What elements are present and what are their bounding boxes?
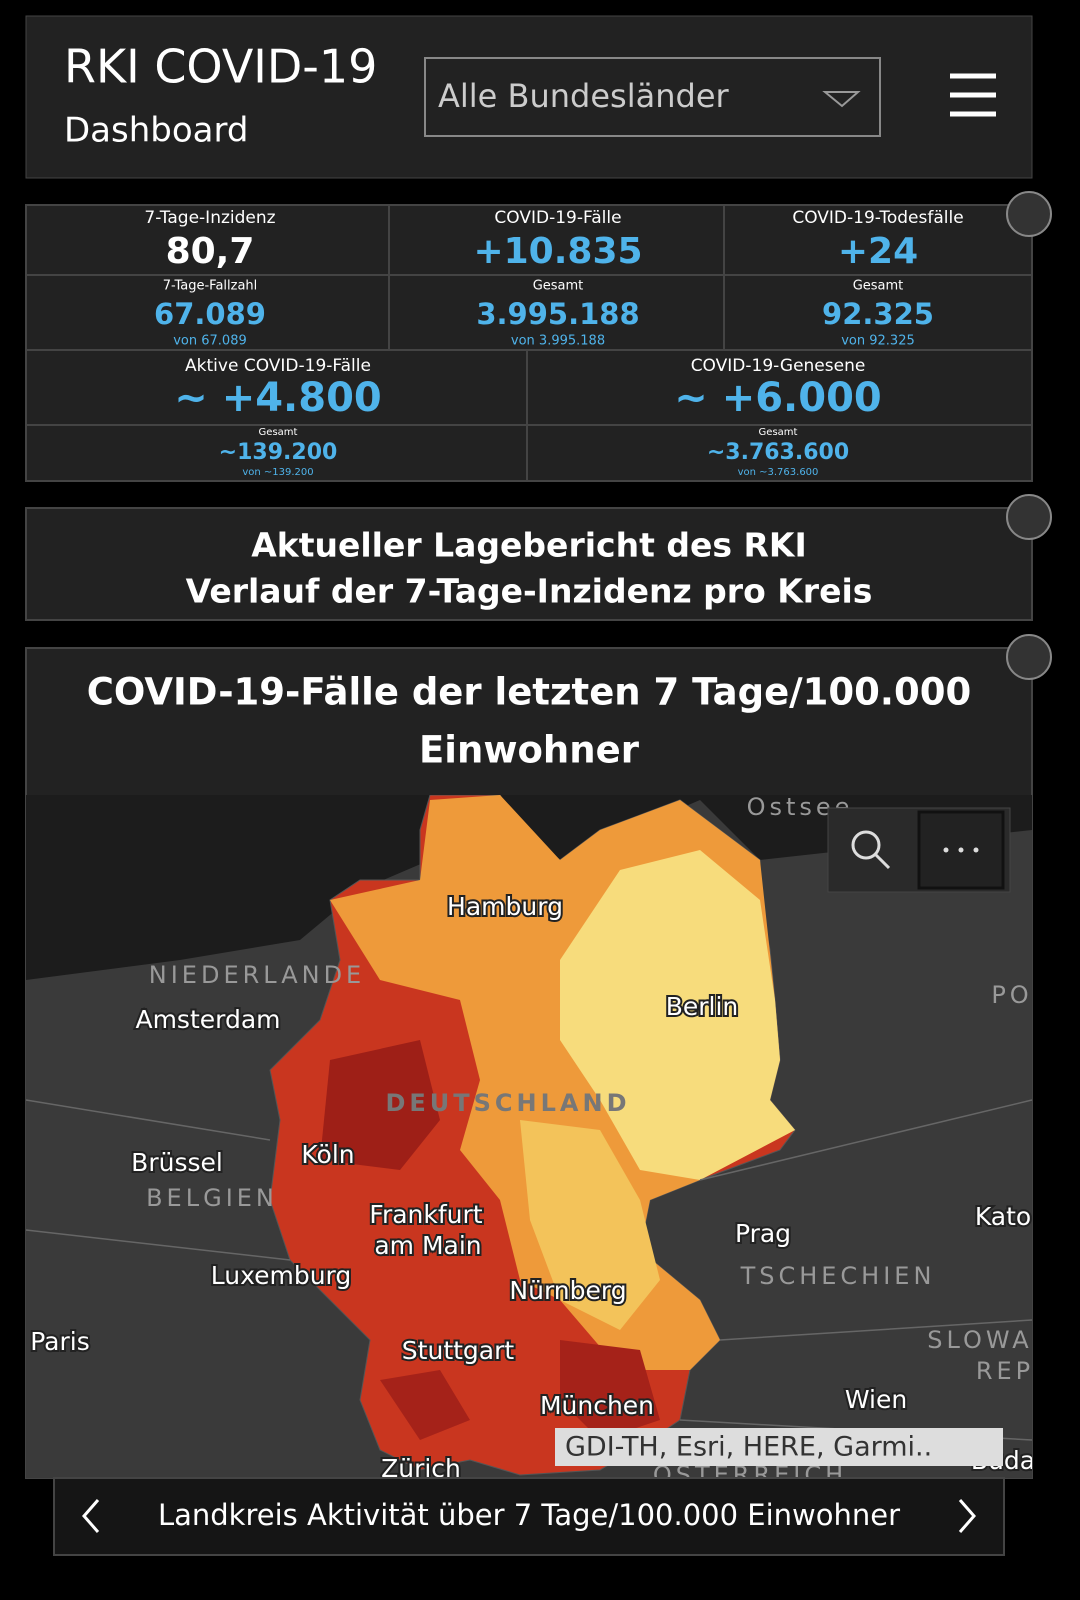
map-label: Paris (30, 1327, 90, 1356)
map-label: NIEDERLANDE (149, 961, 365, 989)
map-label: Stuttgart (402, 1336, 515, 1365)
dropdown-arrow (822, 91, 861, 108)
search-button[interactable] (851, 830, 891, 870)
map-label: Prag (735, 1219, 791, 1248)
map-label: TSCHECHIEN (740, 1262, 936, 1290)
next-button[interactable] (958, 1499, 976, 1533)
stat-value: ~3.763.600 (707, 440, 849, 465)
stat-label: Aktive COVID-19-Fälle (185, 356, 371, 376)
stat-label: COVID-19-Todesfälle (792, 208, 963, 228)
prev-button[interactable] (82, 1499, 100, 1533)
map-label: Kato (975, 1202, 1031, 1231)
stat-note: von 3.995.188 (511, 334, 605, 349)
map-label: Brüssel (131, 1148, 223, 1177)
stat-value: +24 (838, 231, 918, 272)
app-subtitle: Dashboard (64, 111, 248, 151)
attribution-box (555, 1428, 1003, 1466)
attribution: GDI-TH, Esri, HERE, Garmi.. (565, 1432, 932, 1463)
map-label: Zürich (381, 1454, 461, 1483)
stat-value: 67.089 (154, 297, 266, 331)
map-label: REP (976, 1357, 1034, 1385)
map-label: am Main (374, 1231, 481, 1260)
stat-label: Gesamt (853, 279, 904, 294)
stat-label: Gesamt (759, 427, 798, 438)
stat-note: von 92.325 (841, 334, 915, 349)
expand-button[interactable] (1006, 634, 1052, 680)
map-label: Nürnberg (509, 1276, 626, 1305)
stat-label: 7-Tage-Fallzahl (163, 279, 258, 294)
stat-value: 92.325 (822, 297, 934, 331)
footer-caption: Landkreis Aktivität über 7 Tage/100.000 … (158, 1498, 900, 1532)
map-label: Amsterdam (135, 1005, 280, 1034)
stat-value: +10.835 (473, 231, 642, 272)
dropdown-text: Alle Bundesländer (438, 77, 730, 115)
map-label: SLOWA (927, 1326, 1032, 1354)
map-label: Frankfurt (369, 1200, 482, 1229)
report-line: Aktueller Lagebericht des RKI (251, 526, 807, 565)
stat-label: Gesamt (533, 279, 584, 294)
stat-label: COVID-19-Genesene (691, 356, 866, 376)
map-label: Berlin (666, 992, 739, 1021)
map-title: COVID-19-Fälle der letzten 7 Tage/100.00… (87, 671, 971, 714)
region-dropdown[interactable] (424, 57, 881, 137)
map-label: Köln (301, 1140, 354, 1169)
map-label: BELGIEN (146, 1184, 278, 1212)
report-line: Verlauf der 7-Tage-Inzidenz pro Kreis (186, 572, 873, 611)
app-title: RKI COVID-19 (64, 40, 377, 94)
stat-value: 3.995.188 (476, 297, 639, 331)
map[interactable]: Ostsee Hamburg NIEDERLANDE Amsterdam Ber… (26, 793, 1035, 1489)
expand-button[interactable] (1006, 494, 1052, 540)
map-label: PO (991, 981, 1032, 1009)
stat-value: ~139.200 (219, 440, 338, 465)
map-label: Luxemburg (211, 1261, 352, 1290)
report-panel (25, 507, 1033, 621)
stat-label: 7-Tage-Inzidenz (144, 208, 275, 228)
expand-button[interactable] (1006, 191, 1052, 237)
stat-note: von 67.089 (173, 334, 247, 349)
stat-value: ~ +4.800 (174, 375, 381, 421)
stat-value: 80,7 (166, 231, 255, 272)
map-label: Wien (845, 1385, 907, 1414)
stat-note: von ~3.763.600 (738, 467, 819, 478)
map-label: DEUTSCHLAND (385, 1089, 630, 1117)
map-title: Einwohner (419, 729, 640, 772)
more-dots (943, 847, 979, 853)
stat-note: von ~139.200 (242, 467, 313, 478)
map-label: Hamburg (447, 892, 563, 921)
stats-panel (25, 204, 1033, 482)
map-label: München (540, 1391, 654, 1420)
stat-label: COVID-19-Fälle (494, 208, 621, 228)
stat-label: Gesamt (259, 427, 298, 438)
footer-bar (53, 1477, 1005, 1556)
menu-button[interactable] (950, 73, 996, 117)
stat-value: ~ +6.000 (674, 375, 881, 421)
